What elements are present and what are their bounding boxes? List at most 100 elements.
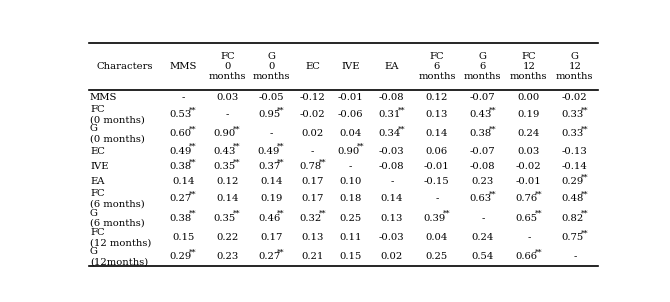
Text: 0.15: 0.15	[172, 233, 194, 242]
Text: 0.00: 0.00	[518, 93, 540, 102]
Text: -: -	[182, 93, 185, 102]
Text: 0.12: 0.12	[425, 93, 448, 102]
Text: 0.14: 0.14	[381, 194, 403, 204]
Text: -0.05: -0.05	[259, 93, 285, 102]
Text: **: **	[580, 191, 588, 199]
Text: 0.53: 0.53	[170, 110, 192, 119]
Text: -0.02: -0.02	[300, 110, 326, 119]
Text: -0.01: -0.01	[338, 93, 364, 102]
Text: **: **	[443, 210, 450, 218]
Text: 0.49: 0.49	[170, 147, 192, 156]
Text: **: **	[233, 210, 241, 218]
Text: FC
0
months: FC 0 months	[209, 52, 247, 81]
Text: 0.66: 0.66	[515, 252, 537, 261]
Text: FC
12
months: FC 12 months	[510, 52, 547, 81]
Text: **: **	[189, 143, 196, 151]
Text: MMS: MMS	[170, 62, 197, 71]
Text: 0.04: 0.04	[425, 233, 448, 242]
Text: 0.90: 0.90	[214, 129, 236, 138]
Text: 0.76: 0.76	[515, 194, 537, 204]
Text: **: **	[356, 143, 364, 151]
Text: 0.95: 0.95	[258, 110, 280, 119]
Text: EA: EA	[90, 177, 105, 186]
Text: 0.24: 0.24	[518, 129, 540, 138]
Text: 0.13: 0.13	[381, 214, 403, 223]
Text: -: -	[481, 214, 484, 223]
Text: -: -	[573, 252, 576, 261]
Text: **: **	[535, 191, 542, 199]
Text: G
(6 months): G (6 months)	[90, 208, 145, 228]
Text: **: **	[233, 143, 241, 151]
Text: **: **	[189, 106, 196, 114]
Text: 0.14: 0.14	[425, 129, 448, 138]
Text: 0.32: 0.32	[299, 214, 321, 223]
Text: **: **	[535, 210, 542, 218]
Text: -0.08: -0.08	[470, 162, 496, 171]
Text: 0.48: 0.48	[561, 194, 584, 204]
Text: 0.63: 0.63	[469, 194, 491, 204]
Text: 0.02: 0.02	[302, 129, 324, 138]
Text: -0.14: -0.14	[562, 162, 588, 171]
Text: 0.03: 0.03	[216, 93, 239, 102]
Text: **: **	[318, 158, 326, 166]
Text: **: **	[318, 210, 326, 218]
Text: FC
(0 months): FC (0 months)	[90, 105, 145, 124]
Text: -0.12: -0.12	[300, 93, 326, 102]
Text: **: **	[397, 106, 405, 114]
Text: **: **	[488, 106, 496, 114]
Text: **: **	[580, 173, 588, 182]
Text: **: **	[580, 126, 588, 134]
Text: -0.15: -0.15	[424, 177, 450, 186]
Text: -0.03: -0.03	[379, 147, 405, 156]
Text: IVE: IVE	[342, 62, 360, 71]
Text: 0.33: 0.33	[561, 129, 584, 138]
Text: 0.23: 0.23	[472, 177, 494, 186]
Text: 0.39: 0.39	[423, 214, 446, 223]
Text: 0.37: 0.37	[258, 162, 280, 171]
Text: 0.25: 0.25	[425, 252, 448, 261]
Text: 0.17: 0.17	[302, 177, 324, 186]
Text: **: **	[535, 249, 542, 257]
Text: 0.65: 0.65	[515, 214, 537, 223]
Text: -: -	[270, 129, 273, 138]
Text: G
12
months: G 12 months	[556, 52, 594, 81]
Text: -0.01: -0.01	[424, 162, 450, 171]
Text: 0.90: 0.90	[337, 147, 359, 156]
Text: 0.31: 0.31	[378, 110, 401, 119]
Text: 0.33: 0.33	[561, 110, 584, 119]
Text: -0.01: -0.01	[516, 177, 542, 186]
Text: EC: EC	[306, 62, 320, 71]
Text: 0.46: 0.46	[258, 214, 280, 223]
Text: **: **	[397, 126, 405, 134]
Text: 0.27: 0.27	[170, 194, 192, 204]
Text: 0.35: 0.35	[214, 214, 236, 223]
Text: 0.34: 0.34	[378, 129, 401, 138]
Text: -0.08: -0.08	[379, 162, 405, 171]
Text: **: **	[277, 143, 285, 151]
Text: 0.14: 0.14	[261, 177, 283, 186]
Text: 0.19: 0.19	[518, 110, 540, 119]
Text: 0.23: 0.23	[216, 252, 239, 261]
Text: -0.03: -0.03	[379, 233, 405, 242]
Text: 0.27: 0.27	[258, 252, 280, 261]
Text: **: **	[189, 158, 196, 166]
Text: 0.19: 0.19	[261, 194, 283, 204]
Text: -: -	[311, 147, 314, 156]
Text: 0.29: 0.29	[170, 252, 192, 261]
Text: 0.02: 0.02	[381, 252, 403, 261]
Text: **: **	[580, 229, 588, 237]
Text: -: -	[436, 194, 439, 204]
Text: 0.43: 0.43	[214, 147, 236, 156]
Text: 0.06: 0.06	[426, 147, 448, 156]
Text: 0.14: 0.14	[172, 177, 194, 186]
Text: FC
6
months: FC 6 months	[418, 52, 456, 81]
Text: 0.38: 0.38	[170, 162, 192, 171]
Text: 0.22: 0.22	[216, 233, 239, 242]
Text: 0.17: 0.17	[261, 233, 283, 242]
Text: **: **	[189, 126, 196, 134]
Text: 0.21: 0.21	[302, 252, 324, 261]
Text: **: **	[580, 106, 588, 114]
Text: MMS: MMS	[90, 93, 117, 102]
Text: 0.11: 0.11	[340, 233, 362, 242]
Text: G
6
months: G 6 months	[464, 52, 502, 81]
